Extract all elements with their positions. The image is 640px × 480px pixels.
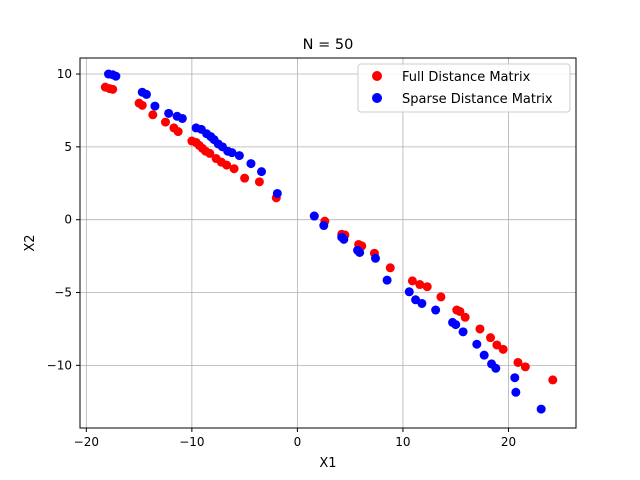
data-point (475, 324, 485, 334)
data-point (407, 276, 417, 286)
x-tick-label: −20 (74, 435, 99, 449)
data-point (472, 339, 482, 349)
data-point (227, 148, 237, 158)
data-point (486, 333, 496, 343)
data-point (513, 357, 523, 367)
data-point (254, 177, 264, 187)
data-point (491, 363, 501, 373)
plot-area-frame (79, 57, 577, 429)
data-point (137, 100, 147, 110)
data-point (370, 253, 380, 263)
data-point (498, 344, 508, 354)
x-tick-label: −10 (179, 435, 204, 449)
series-1-points (103, 69, 546, 414)
legend-label-full: Full Distance Matrix (402, 70, 531, 85)
data-point (422, 282, 432, 292)
data-point (479, 350, 489, 360)
data-point (141, 89, 151, 99)
data-point (431, 305, 441, 315)
data-point (536, 404, 546, 414)
data-point (160, 117, 170, 127)
data-point (520, 362, 530, 372)
data-point (150, 101, 160, 111)
data-point (460, 312, 470, 322)
data-point (240, 173, 250, 183)
y-tick-label: −10 (47, 358, 72, 372)
data-point (234, 151, 244, 161)
legend-marker-full (372, 71, 382, 81)
x-tick-label: 10 (395, 435, 410, 449)
scatter-points (100, 69, 558, 414)
data-point (205, 148, 215, 158)
axis-ticks: −20 −10 0 10 20 −10 −5 0 5 10 (47, 67, 516, 449)
data-point (246, 159, 256, 169)
legend-box (357, 63, 571, 113)
data-point (548, 375, 558, 385)
y-tick-label: −5 (54, 286, 72, 300)
series-0-points (100, 82, 558, 385)
legend: Full Distance Matrix Sparse Distance Mat… (357, 63, 571, 113)
data-point (173, 127, 183, 137)
data-point (385, 263, 395, 273)
data-point (257, 167, 267, 177)
x-axis-label: X1 (319, 456, 336, 471)
data-point (510, 373, 520, 383)
data-point (272, 188, 282, 198)
data-point (309, 211, 319, 221)
data-point (455, 306, 465, 316)
x-tick-label: 20 (501, 435, 516, 449)
data-point (108, 84, 118, 94)
data-point (229, 164, 239, 174)
y-tick-label: 0 (64, 213, 72, 227)
data-point (111, 71, 121, 81)
data-point (492, 340, 502, 350)
y-tick-label: 10 (57, 67, 72, 81)
data-point (319, 221, 329, 231)
y-axis-label: X2 (23, 234, 38, 251)
y-tick-label: 5 (64, 140, 72, 154)
legend-marker-sparse (372, 93, 382, 103)
data-point (458, 327, 468, 337)
data-point (436, 292, 446, 302)
data-point (511, 387, 521, 397)
legend-label-sparse: Sparse Distance Matrix (402, 92, 553, 107)
data-point (451, 320, 461, 330)
data-point (415, 280, 425, 290)
data-point (222, 160, 232, 170)
data-point (417, 298, 427, 308)
data-point (339, 234, 349, 244)
data-point (164, 108, 174, 118)
data-point (148, 110, 158, 120)
data-point (382, 275, 392, 285)
data-point (355, 247, 365, 257)
x-tick-label: 0 (294, 435, 302, 449)
chart-title: N = 50 (303, 37, 354, 53)
data-point (177, 113, 187, 123)
data-point (404, 287, 414, 297)
